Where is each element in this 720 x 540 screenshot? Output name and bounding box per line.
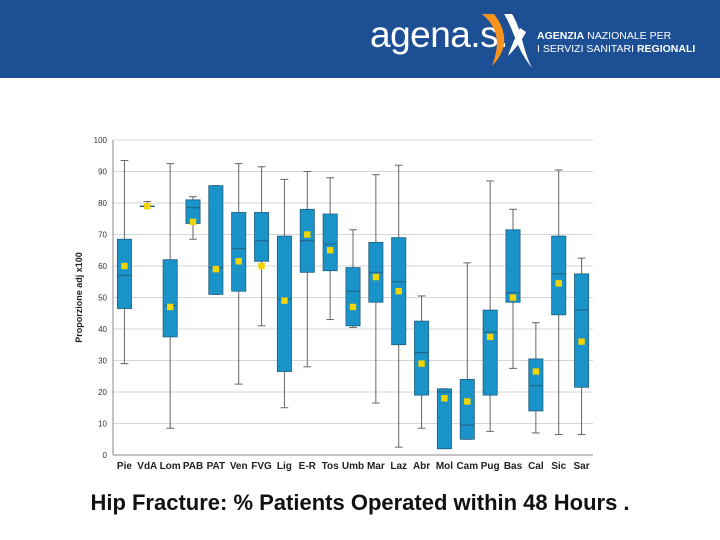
mean-marker — [441, 395, 448, 402]
box — [162, 259, 178, 338]
x-tick-label: Sic — [551, 461, 566, 472]
mean-marker — [326, 247, 334, 254]
mean-marker — [418, 360, 425, 367]
x-tick-label: Sar — [574, 461, 590, 472]
mean-marker — [486, 333, 494, 341]
mean-marker — [555, 280, 562, 287]
box — [231, 212, 247, 292]
x-tick-label: Abr — [413, 461, 430, 472]
y-tick-label: 80 — [98, 199, 107, 208]
box — [528, 358, 544, 412]
box — [116, 238, 132, 309]
x-tick-label: Mar — [367, 461, 385, 472]
mean-marker — [121, 262, 128, 270]
x-tick-label: Laz — [390, 461, 407, 472]
mean-marker — [532, 368, 540, 375]
y-tick-label: 70 — [98, 231, 107, 240]
x-tick-label: FVG — [251, 461, 272, 472]
x-tick-label: Tos — [322, 461, 339, 472]
agency-name-line1: AGENZIA NAZIONALE PER — [537, 30, 672, 42]
y-tick-label: 10 — [98, 420, 107, 429]
box — [459, 378, 475, 440]
box — [345, 267, 361, 327]
x-tick-label: Lom — [160, 461, 181, 472]
mean-marker — [189, 218, 197, 226]
x-tick-label: Pie — [117, 461, 132, 472]
agenas-logo-text: agena.s. — [370, 14, 508, 55]
box — [322, 213, 338, 272]
y-axis-label: Proporzione adj x100 — [74, 252, 84, 343]
agency-name-line2: I SERVIZI SANITARI REGIONALI — [537, 43, 696, 55]
mean-marker — [464, 398, 471, 405]
mean-marker — [166, 303, 174, 311]
mean-marker — [212, 265, 220, 273]
mean-marker — [349, 303, 357, 311]
box — [574, 273, 590, 388]
box — [254, 212, 270, 262]
box — [551, 235, 567, 316]
x-tick-label: PAB — [183, 461, 203, 472]
mean-marker — [304, 231, 311, 238]
box — [414, 320, 430, 396]
x-tick-label: Umb — [342, 461, 364, 472]
mean-marker — [144, 202, 151, 210]
x-tick-label: Lig — [277, 461, 292, 472]
box — [482, 309, 498, 396]
y-tick-label: 30 — [98, 357, 107, 366]
x-tick-label: Mol — [436, 461, 453, 472]
y-tick-label: 20 — [98, 388, 107, 397]
agency-name: AGENZIA NAZIONALE PER I SERVIZI SANITARI… — [537, 30, 695, 56]
boxplot-chart: 0 10 20 30 40 50 60 70 80 90 100 Proporzione adj x1… — [74, 136, 593, 472]
y-tick-label: 50 — [98, 294, 107, 303]
x-tick-label: Ven — [230, 461, 248, 472]
box — [208, 185, 224, 295]
mean-marker — [235, 258, 242, 265]
y-tick-label: 40 — [98, 325, 107, 334]
x-tick-label: Cal — [528, 461, 544, 472]
box — [505, 229, 521, 303]
x-tick-label: E-R — [299, 461, 317, 472]
slide-caption: Hip Fracture: % Patients Operated within… — [90, 490, 630, 515]
x-tick-label: PAT — [207, 461, 226, 472]
mean-marker — [578, 338, 585, 345]
mean-marker — [372, 273, 380, 281]
x-tick-label: Bas — [504, 461, 523, 472]
header-banner: agena.s. AGENZIA NAZIONALE PER I SERVIZI… — [0, 0, 720, 78]
mean-marker — [281, 297, 288, 304]
agenas-logo-mark-icon — [482, 14, 532, 68]
x-tick-label: Pug — [481, 461, 500, 472]
mean-marker — [395, 288, 402, 295]
mean-marker — [509, 294, 517, 301]
mean-marker — [258, 262, 265, 270]
y-tick-label: 60 — [98, 262, 107, 271]
x-tick-label: Cam — [456, 461, 478, 472]
y-tick-label: 90 — [98, 168, 107, 177]
y-tick-label: 0 — [103, 451, 108, 460]
y-tick-label: 100 — [94, 136, 108, 145]
x-tick-label: VdA — [137, 461, 157, 472]
box — [436, 388, 452, 450]
